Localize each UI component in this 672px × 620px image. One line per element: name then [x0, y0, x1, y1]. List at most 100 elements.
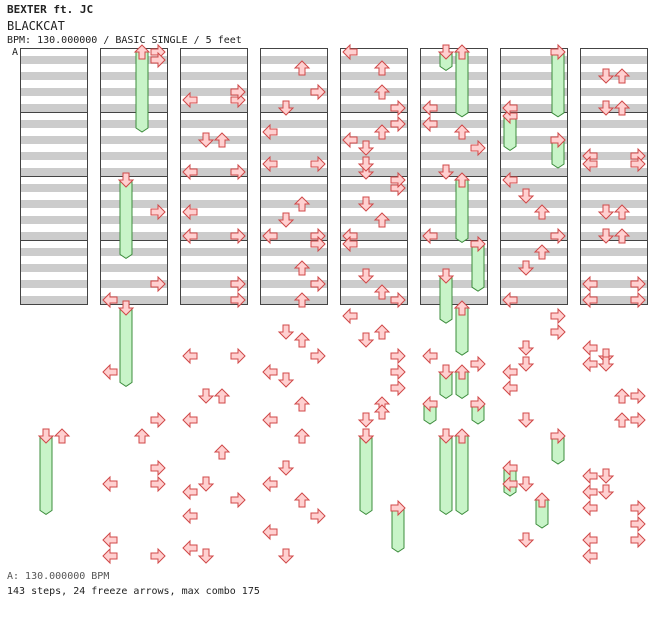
left-arrow [262, 363, 278, 381]
up-arrow [453, 124, 471, 140]
beat-stripe [100, 264, 168, 272]
beat-stripe [180, 120, 248, 128]
freeze-head-left-arrow [422, 395, 438, 413]
right-arrow [470, 139, 486, 157]
left-arrow [502, 291, 518, 309]
up-arrow [373, 60, 391, 76]
right-arrow [150, 547, 166, 565]
right-arrow [390, 379, 406, 397]
beat-stripe [580, 184, 648, 192]
beat-stripe [20, 72, 88, 80]
chart-column [180, 48, 248, 305]
left-arrow [582, 467, 598, 485]
right-arrow [390, 347, 406, 365]
beat-stripe [580, 296, 648, 304]
left-arrow [422, 227, 438, 245]
freeze-head-down-arrow [437, 44, 455, 60]
down-arrow [277, 372, 295, 388]
down-arrow [277, 460, 295, 476]
right-arrow [150, 411, 166, 429]
freeze-body [455, 51, 469, 118]
beat-stripe [580, 200, 648, 208]
beat-stripe [180, 280, 248, 288]
freeze-arrow [437, 44, 455, 72]
left-arrow [502, 363, 518, 381]
beat-stripe [420, 120, 488, 128]
down-arrow [517, 356, 535, 372]
freeze-body [135, 51, 149, 133]
down-arrow [197, 548, 215, 564]
freeze-head-right-arrow [470, 235, 486, 253]
freeze-arrow [453, 428, 471, 516]
beat-stripe [340, 296, 408, 304]
down-arrow [597, 68, 615, 84]
freeze-head-up-arrow [533, 492, 551, 508]
beat-stripe [340, 232, 408, 240]
freeze-arrow [117, 300, 135, 388]
beat-stripe [180, 264, 248, 272]
beat-stripe [420, 248, 488, 256]
down-arrow [357, 156, 375, 172]
beat-stripe [180, 72, 248, 80]
freeze-head-down-arrow [37, 428, 55, 444]
beat-stripe [20, 152, 88, 160]
right-arrow [470, 355, 486, 373]
right-arrow [550, 307, 566, 325]
left-arrow [262, 523, 278, 541]
right-arrow [630, 515, 646, 533]
up-arrow [293, 428, 311, 444]
beat-stripe [500, 72, 568, 80]
beat-stripe [100, 168, 168, 176]
right-arrow [310, 347, 326, 365]
up-arrow [293, 492, 311, 508]
left-arrow [262, 411, 278, 429]
left-arrow [422, 99, 438, 117]
chart-column [20, 48, 88, 305]
beat-stripe [420, 264, 488, 272]
freeze-arrow [550, 43, 566, 118]
beat-stripe [260, 232, 328, 240]
right-arrow [230, 83, 246, 101]
left-arrow [102, 363, 118, 381]
beat-stripe [500, 296, 568, 304]
beat-stripe [420, 184, 488, 192]
left-arrow [582, 291, 598, 309]
down-arrow [277, 324, 295, 340]
beat-stripe [580, 216, 648, 224]
left-arrow [422, 115, 438, 133]
left-arrow [342, 131, 358, 149]
freeze-arrow [502, 107, 518, 152]
down-arrow [437, 164, 455, 180]
freeze-arrow [117, 172, 135, 260]
right-arrow [230, 163, 246, 181]
beat-stripe [420, 200, 488, 208]
chart-column [580, 48, 648, 305]
up-arrow [373, 324, 391, 340]
beat-stripe [20, 232, 88, 240]
down-arrow [597, 204, 615, 220]
down-arrow [597, 100, 615, 116]
freeze-arrow [550, 131, 566, 169]
beat-stripe [260, 120, 328, 128]
beat-stripe [420, 296, 488, 304]
beat-stripe [580, 88, 648, 96]
beat-stripe [100, 280, 168, 288]
beat-stripe [340, 248, 408, 256]
chart-column [100, 48, 168, 305]
down-arrow [517, 476, 535, 492]
beat-stripe [100, 120, 168, 128]
beat-stripe [180, 104, 248, 112]
up-arrow [613, 100, 631, 116]
beat-stripe [260, 216, 328, 224]
down-arrow [357, 332, 375, 348]
up-arrow [213, 388, 231, 404]
left-arrow [502, 99, 518, 117]
left-arrow [262, 475, 278, 493]
beat-stripe [580, 264, 648, 272]
beat-stripe [260, 152, 328, 160]
down-arrow [277, 212, 295, 228]
up-arrow [293, 60, 311, 76]
right-arrow [630, 275, 646, 293]
chart-column [500, 48, 568, 305]
